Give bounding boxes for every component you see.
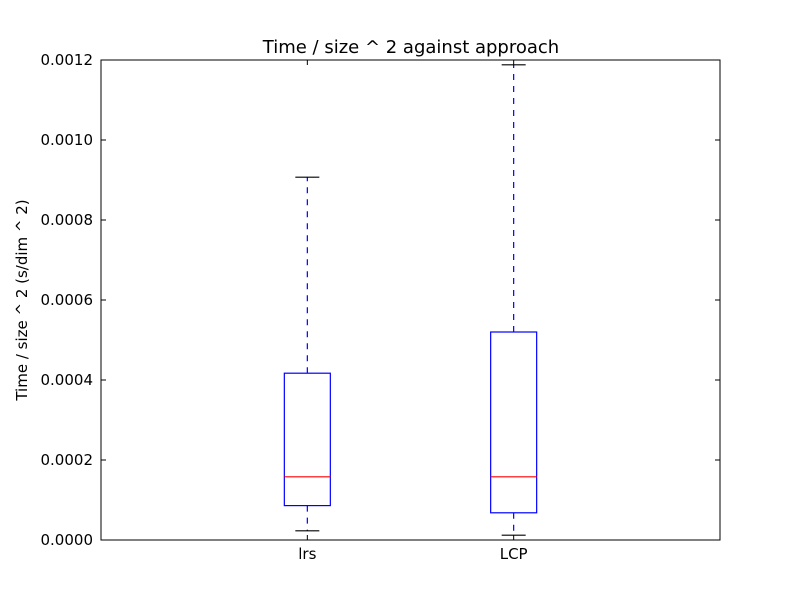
y-axis-label: Time / size ^ 2 (s/dim ^ 2) (13, 199, 31, 401)
y-tick-label: 0.0010 (41, 131, 94, 149)
y-tick-label: 0.0002 (41, 451, 94, 469)
y-tick-label: 0.0012 (41, 51, 94, 69)
plot-area: 0.0000 0.0002 0.0004 0.0006 0.0008 0.0010 0.00… (41, 51, 720, 563)
x-tick-label: lrs (298, 545, 316, 563)
y-tick-label: 0.0008 (41, 211, 94, 229)
box-iqr (283, 372, 331, 507)
box-iqr (490, 331, 538, 514)
y-tick-label: 0.0004 (41, 371, 94, 389)
x-tick-label: LCP (500, 545, 528, 563)
plot-frame (100, 59, 721, 541)
chart-title: Time / size ^ 2 against approach (262, 37, 559, 58)
y-tick-label: 0.0000 (41, 531, 94, 549)
y-tick-label: 0.0006 (41, 291, 94, 309)
